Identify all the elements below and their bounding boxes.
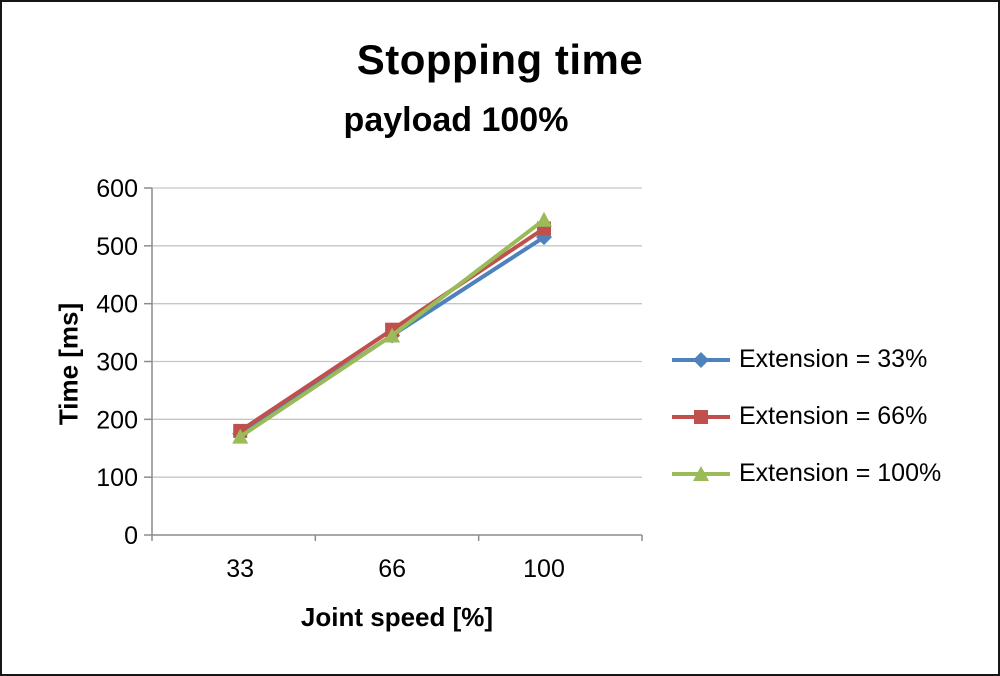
x-tick-label: 66 xyxy=(378,555,406,583)
legend-key-icon xyxy=(672,465,730,481)
y-tick-label: 0 xyxy=(124,522,138,550)
y-tick-label: 200 xyxy=(96,406,138,434)
x-tick-label: 33 xyxy=(226,555,254,583)
y-tick-label: 300 xyxy=(96,349,138,377)
legend: Extension = 33% Extension = 66% Extension … xyxy=(670,331,941,502)
y-tick-label: 600 xyxy=(96,175,138,203)
y-tick-label: 400 xyxy=(96,291,138,319)
marker-triangle xyxy=(536,211,552,227)
chart-title: Stopping time xyxy=(356,36,644,83)
legend-marker-diamond xyxy=(693,351,709,368)
marker-triangle xyxy=(232,428,249,444)
legend-key-icon xyxy=(672,351,730,368)
legend-marker-square xyxy=(694,409,708,424)
x-tick-label: 100 xyxy=(523,555,565,583)
marker-triangle xyxy=(384,327,401,343)
legend-label: Extension = 33% xyxy=(739,345,928,373)
legend-marker-triangle xyxy=(693,465,709,481)
x-axis-title: Joint speed [%] xyxy=(300,602,494,632)
legend-key-icon xyxy=(672,409,730,424)
legend-label: Extension = 66% xyxy=(739,402,928,430)
y-tick-label: 100 xyxy=(96,464,138,492)
y-tick-label: 500 xyxy=(96,233,138,261)
legend-item-1: Extension = 33% xyxy=(670,331,941,388)
legend-item-2: Extension = 66% xyxy=(670,388,941,445)
legend-label: Extension = 100% xyxy=(739,459,942,487)
y-axis-title: Time [ms] xyxy=(53,302,84,426)
legend-item-3: Extension = 100% xyxy=(670,445,941,502)
chart-subtitle: payload 100% xyxy=(343,101,569,139)
